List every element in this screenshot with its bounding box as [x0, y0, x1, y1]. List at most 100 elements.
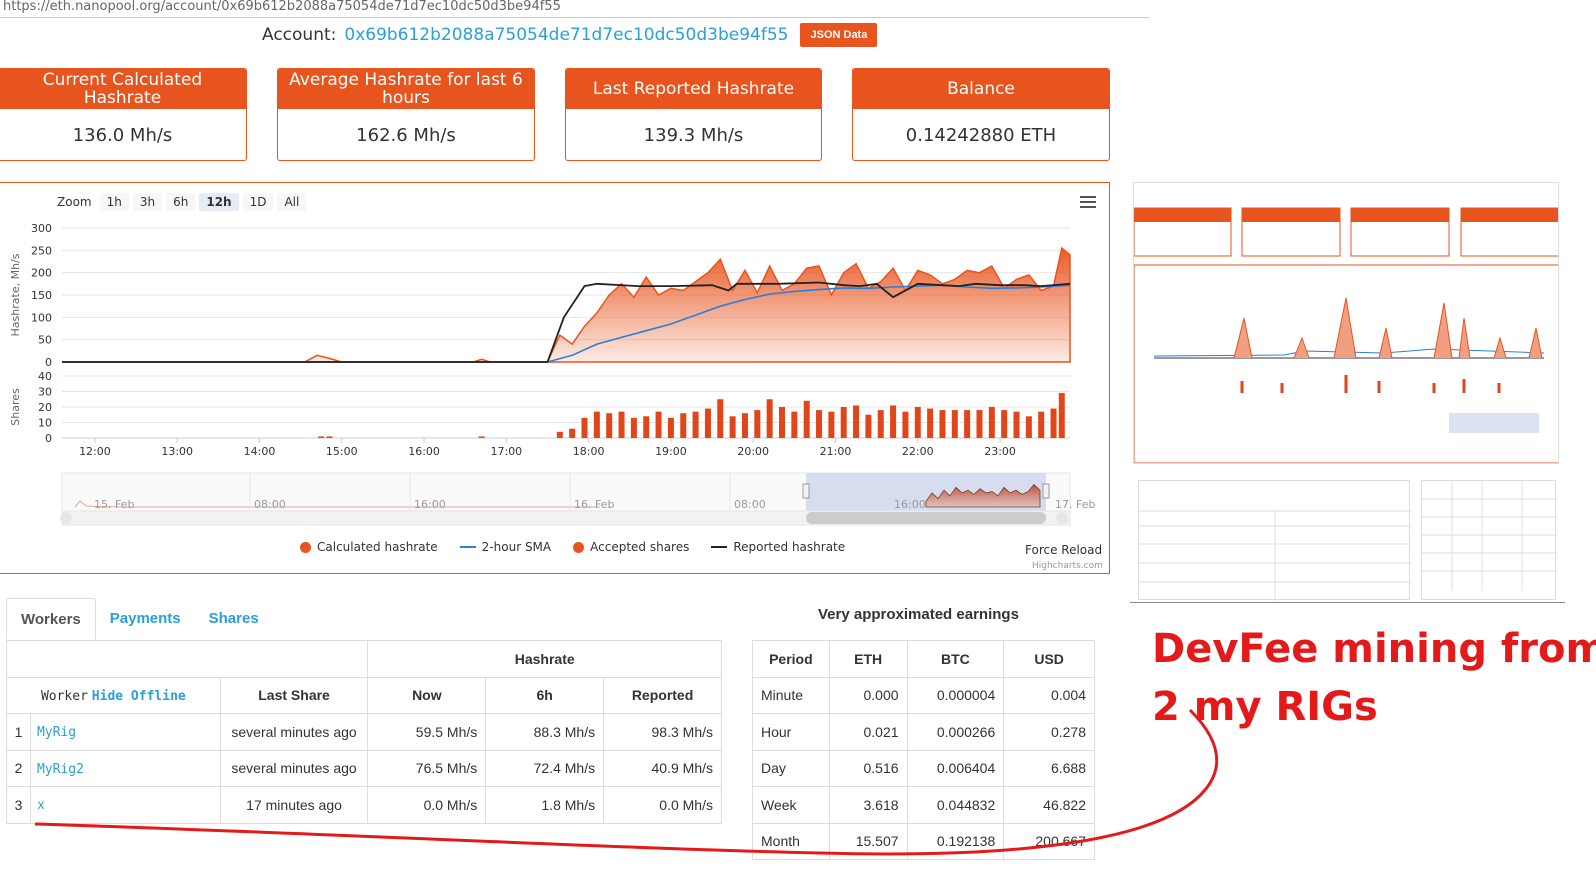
- share-bar: [927, 408, 934, 438]
- share-bar: [988, 407, 995, 438]
- stat-card-average-hashrate: Average Hashrate for last 6 hours 162.6 …: [277, 68, 535, 161]
- btc-cell: 0.006404: [906, 749, 1005, 787]
- zoom-1d-button[interactable]: 1D: [242, 193, 274, 211]
- legend-dot-icon: [300, 541, 311, 553]
- workers-table: Hashrate Worker Hide Offline Last Share …: [5, 640, 722, 824]
- worker-link[interactable]: MyRig2: [36, 761, 84, 777]
- share-bar: [939, 410, 946, 438]
- highcharts-credits[interactable]: Highcharts.com: [1032, 561, 1103, 571]
- btc-header: BTC: [906, 640, 1005, 678]
- reported-cell: 98.3 Mh/s: [603, 713, 722, 751]
- x-tick-label: 18:00: [573, 445, 605, 458]
- worker-link[interactable]: MyRig: [36, 725, 77, 741]
- last-share-cell: several minutes ago: [219, 749, 369, 787]
- annotation-line-2: 2 my RIGs: [1152, 684, 1378, 730]
- navigator-label: 16:00: [894, 498, 926, 511]
- axis-labels: 0 50 100 150 200 250 300 0 10 20 30 40 Hashrate, Mh/…: [9, 222, 1016, 458]
- now-cell: 59.5 Mh/s: [367, 713, 487, 751]
- legend-reported[interactable]: Reported hashrate: [711, 540, 845, 554]
- row-number: 1: [6, 713, 31, 751]
- row-number: 3: [6, 786, 31, 824]
- table-row: Hour 0.021 0.000266 0.278: [752, 713, 1095, 751]
- sma-line: [62, 284, 1071, 363]
- force-reload-link[interactable]: Force Reload: [1025, 543, 1103, 557]
- earnings-title: Very approximated earnings: [818, 606, 1019, 623]
- stat-title: Balance: [853, 69, 1109, 109]
- x-tick-label: 14:00: [244, 445, 276, 458]
- calculated-hashrate-area: [62, 246, 1071, 363]
- legend-sma[interactable]: 2-hour SMA: [459, 540, 551, 554]
- y-tick-label: 0: [45, 356, 52, 369]
- usd-cell: 0.278: [1003, 713, 1095, 751]
- zoom-6h-button[interactable]: 6h: [166, 193, 196, 211]
- thumbnail-earnings-table: [1421, 480, 1557, 600]
- thumbnail-divider: [1130, 602, 1565, 603]
- y-axis-title: Shares: [9, 388, 22, 426]
- legend-calculated[interactable]: Calculated hashrate: [300, 540, 438, 554]
- zoom-1h-button[interactable]: 1h: [99, 193, 129, 211]
- tab-shares[interactable]: Shares: [208, 610, 259, 627]
- tab-payments[interactable]: Payments: [109, 610, 181, 627]
- y-axis-title: Hashrate, Mh/s: [9, 253, 22, 336]
- chart-legend: Calculated hashrate 2-hour SMA Accepted …: [300, 540, 845, 554]
- y-tick-label: 40: [38, 370, 52, 383]
- legend-shares[interactable]: Accepted shares: [573, 540, 689, 554]
- browser-url[interactable]: https://eth.nanopool.org/account/0x69b61…: [0, 0, 1150, 18]
- now-header: Now: [367, 676, 487, 714]
- tab-bar: Workers Payments Shares: [6, 598, 273, 640]
- y-tick-label: 20: [38, 401, 52, 414]
- earnings-table: Period ETH BTC USD Minute 0.000 0.000004 0.…: [752, 640, 1095, 860]
- worker-link[interactable]: x: [36, 798, 45, 814]
- hide-offline-link[interactable]: Hide Offline: [91, 688, 186, 704]
- stat-card-current-hashrate: Current Calculated Hashrate 136.0 Mh/s: [0, 68, 247, 161]
- share-bar: [779, 407, 785, 438]
- share-bar: [630, 417, 637, 438]
- share-bar: [853, 405, 860, 438]
- share-bar: [318, 436, 325, 438]
- period-cell: Hour: [752, 713, 830, 751]
- share-bar: [1038, 411, 1045, 438]
- zoom-12h-button[interactable]: 12h: [199, 193, 239, 211]
- zoom-3h-button[interactable]: 3h: [132, 193, 163, 211]
- 6h-cell: 1.8 Mh/s: [485, 786, 605, 824]
- thumbnail-payments-table: [1138, 480, 1411, 601]
- account-address-link[interactable]: 0x69b612b2088a75054de71d7ec10dc50d3be94f…: [344, 25, 789, 45]
- chart-menu-icon[interactable]: [1080, 196, 1096, 210]
- json-data-button[interactable]: JSON Data: [800, 23, 878, 47]
- worker-column-header: Worker Hide Offline: [6, 676, 221, 714]
- x-tick-label: 22:00: [902, 445, 934, 458]
- zoom-all-button[interactable]: All: [277, 193, 307, 211]
- navigator-left-handle: [802, 483, 810, 499]
- legend-line-icon: [459, 546, 476, 548]
- stat-title: Average Hashrate for last 6 hours: [278, 69, 534, 109]
- accepted-shares-series: [318, 393, 1065, 438]
- navigator-label: 16. Feb: [574, 498, 614, 511]
- share-bar: [766, 399, 773, 438]
- share-bar: [840, 407, 847, 438]
- share-bar: [890, 405, 897, 438]
- y-tick-label: 200: [31, 267, 52, 280]
- scroll-right-button: [1056, 512, 1068, 524]
- navigator-series-early: [74, 500, 600, 508]
- share-bar: [556, 431, 563, 438]
- btc-cell: 0.192138: [906, 822, 1005, 860]
- 6h-cell: 72.4 Mh/s: [485, 749, 605, 787]
- table-row: 2 MyRig2 several minutes ago 76.5 Mh/s 7…: [6, 749, 722, 787]
- btc-cell: 0.044832: [906, 786, 1005, 824]
- devfee-annotation: DevFee mining from 2 my RIGs: [1152, 620, 1596, 736]
- stat-value: 162.6 Mh/s: [356, 124, 456, 146]
- table-row: Month 15.507 0.192138 200.667: [752, 822, 1095, 860]
- x-tick-label: 15:00: [326, 445, 358, 458]
- navigator-label: 16:00: [414, 498, 446, 511]
- tab-workers[interactable]: Workers: [6, 598, 96, 640]
- eth-cell: 15.507: [828, 822, 908, 860]
- 6h-cell: 88.3 Mh/s: [485, 713, 605, 751]
- share-bar: [692, 411, 699, 438]
- stat-title: Last Reported Hashrate: [566, 69, 821, 109]
- usd-cell: 46.822: [1003, 786, 1095, 824]
- share-bar: [902, 411, 909, 438]
- reported-header: Reported: [603, 676, 722, 714]
- hashrate-chart: 0 50 100 150 200 250 300 0 10 20 30 40 Hashrate, Mh/…: [9, 222, 1095, 526]
- chart-navigator[interactable]: 15. Feb 08:00 16:00 16. Feb 08:00 16:00 17. Fe…: [60, 472, 1095, 526]
- y-tick-label: 50: [38, 334, 52, 347]
